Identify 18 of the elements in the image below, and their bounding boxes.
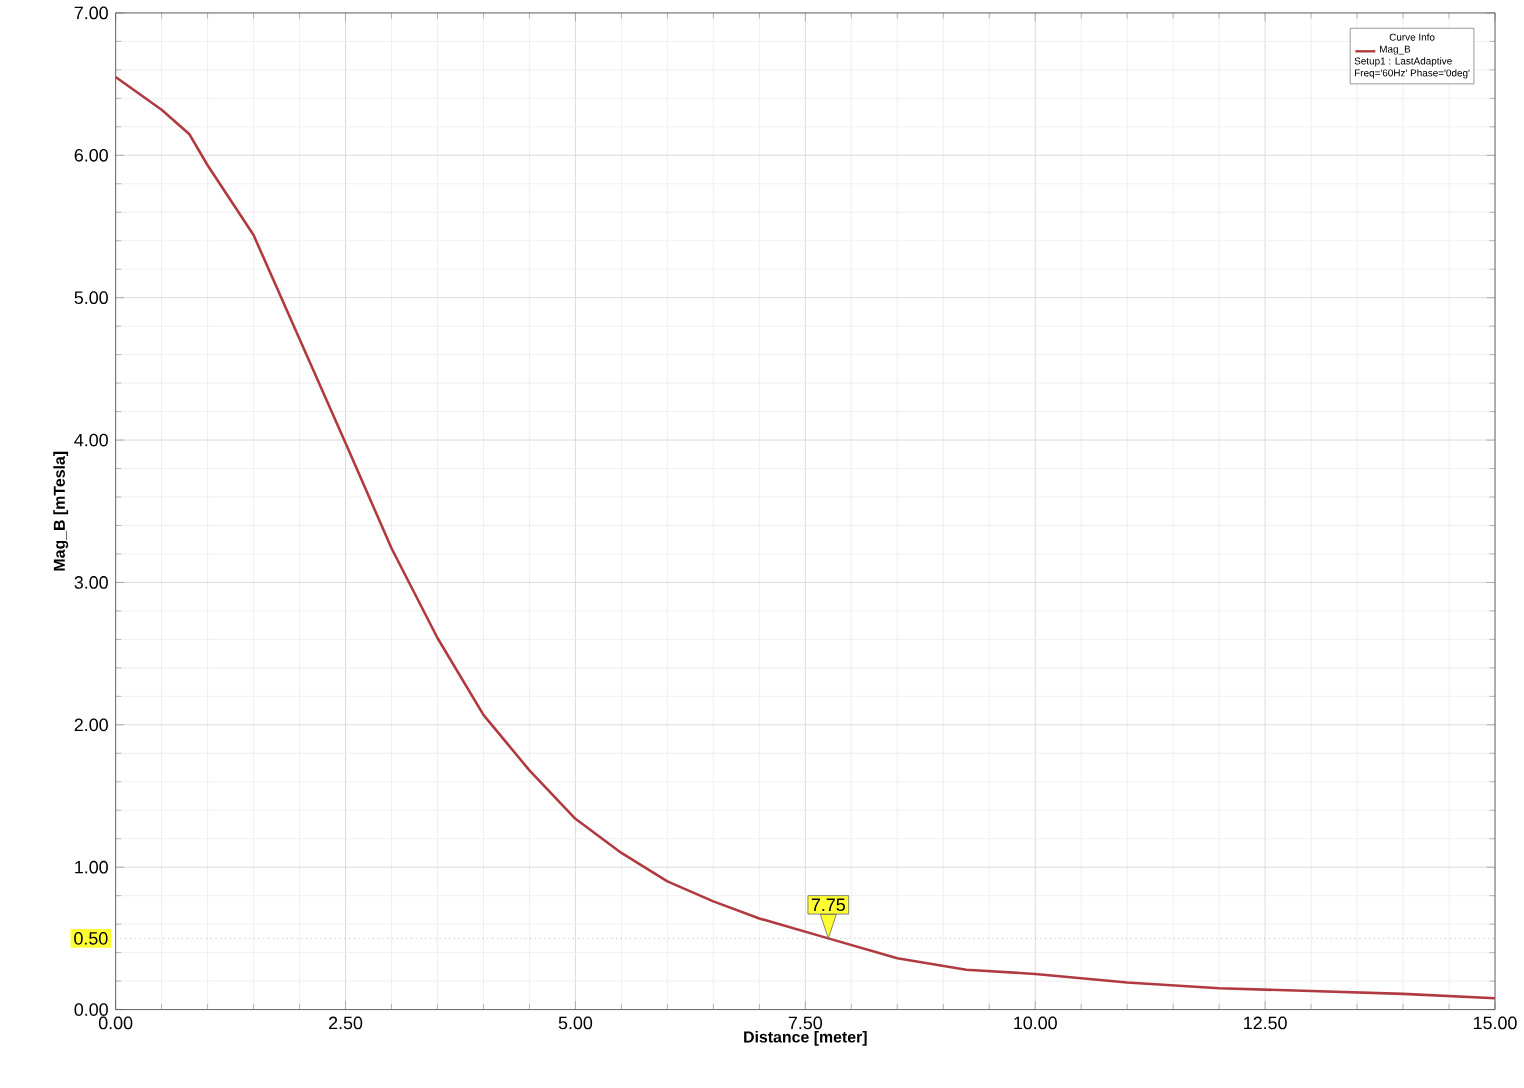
x-tick-label: 12.50	[1244, 1016, 1287, 1030]
y-tick-label: 1.00	[75, 861, 108, 874]
x-tick-label: 0.00	[98, 1016, 133, 1030]
line-series	[114, 76, 1497, 1000]
annotation: 7.75	[811, 898, 845, 912]
x-tick-label: 5.00	[558, 1016, 593, 1030]
y-tick-label: 3.00	[74, 576, 108, 590]
y-tick-label: 7.00	[74, 6, 108, 20]
y-tick-label: 4.00	[74, 434, 108, 447]
x-tick-label: 10.00	[1014, 1016, 1057, 1030]
x-tick-label: 2.50	[329, 1016, 363, 1030]
y-tick-label: 5.00	[74, 291, 108, 305]
x-tick-label: 15.00	[1474, 1016, 1517, 1030]
y-tick-label: 2.00	[74, 718, 108, 732]
y-tick-label: 6.00	[74, 149, 108, 162]
y-tick-label: 0.00	[74, 1003, 108, 1017]
ref-line-label: 0.50	[74, 932, 108, 946]
x-tick-label: 7.50	[788, 1016, 823, 1030]
